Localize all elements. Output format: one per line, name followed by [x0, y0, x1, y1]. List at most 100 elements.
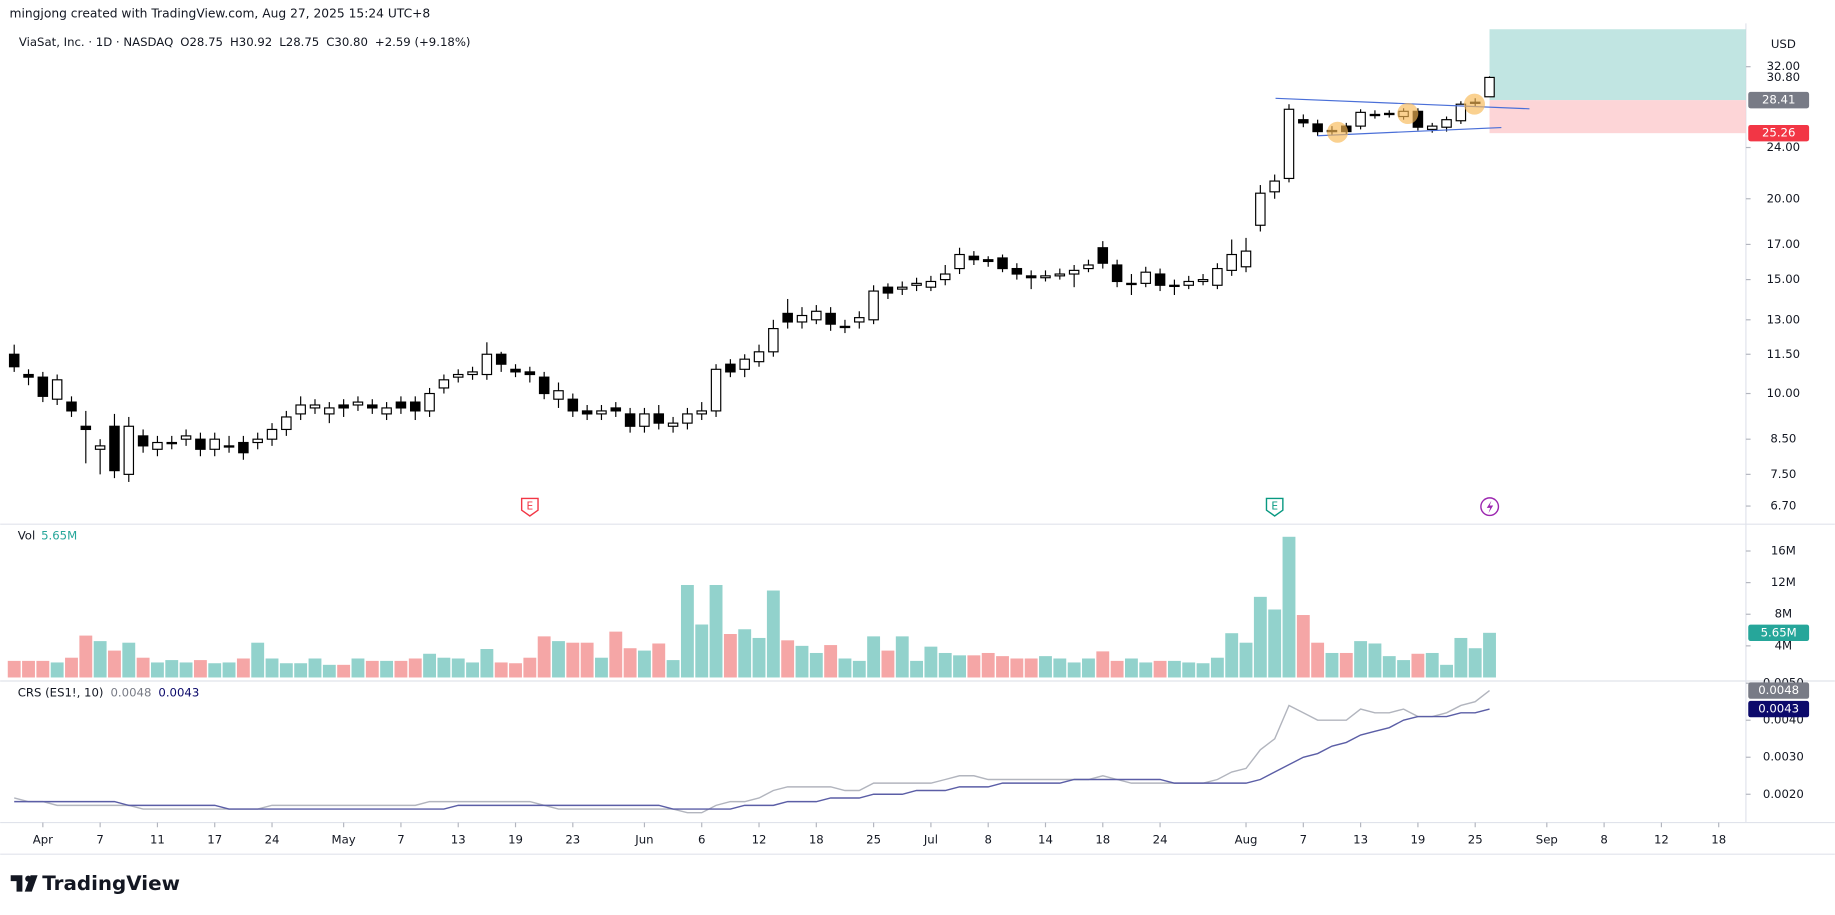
- volume-bar: [222, 662, 236, 678]
- candle-body: [1298, 119, 1309, 124]
- volume-bar: [1124, 658, 1138, 678]
- candle-body: [854, 317, 865, 323]
- candle-body: [868, 290, 879, 321]
- volume-bar: [466, 662, 479, 678]
- candle-body: [968, 255, 980, 261]
- candle-body: [80, 425, 92, 431]
- volume-bar: [867, 636, 881, 678]
- crs-line: [14, 708, 1490, 810]
- volume-bar: [738, 629, 752, 678]
- volume-bar: [552, 641, 565, 678]
- x-tick-label: 23: [565, 833, 580, 847]
- volume-bar: [1210, 657, 1224, 678]
- y-tick-label: 8M: [1775, 607, 1793, 621]
- volume-bar: [1153, 660, 1167, 678]
- candle-body: [195, 438, 206, 450]
- logo-dot: [25, 875, 32, 882]
- volume-bar: [308, 658, 322, 678]
- volume-bar: [208, 663, 222, 678]
- currency: USD: [1771, 37, 1796, 51]
- candle-body: [1441, 119, 1452, 128]
- y-tick-label: 10.00: [1767, 386, 1800, 400]
- change: +2.59 (+9.18%): [375, 35, 471, 49]
- volume-bar: [1225, 633, 1239, 678]
- brand-name: TradingView: [42, 872, 180, 895]
- y-tick-label: 0.0020: [1763, 787, 1804, 801]
- volume-bar: [809, 652, 823, 678]
- candle-body: [166, 441, 178, 445]
- volume-bar: [967, 655, 981, 678]
- earnings-label: E: [1271, 501, 1278, 513]
- volume-bar: [22, 660, 35, 678]
- volume-tag-bg: [1748, 624, 1810, 642]
- candle-body: [682, 413, 693, 424]
- x-tick-label: 19: [508, 833, 523, 847]
- volume-bar: [1339, 652, 1353, 678]
- high: H30.92: [230, 35, 272, 49]
- volume-bar: [1082, 658, 1095, 678]
- credit: mingjong created with TradingView.com, A…: [10, 7, 431, 21]
- volume-bar: [910, 660, 924, 678]
- candle-body: [1312, 123, 1323, 133]
- candle-body: [8, 353, 20, 368]
- volume-bar: [723, 634, 737, 678]
- candle-body: [295, 404, 306, 415]
- candle-body: [1283, 108, 1295, 180]
- volume-bar: [1382, 656, 1396, 678]
- candle-body: [1097, 247, 1109, 264]
- candle-body: [109, 425, 120, 472]
- stop-tag: 25.26: [1762, 126, 1795, 140]
- stop-tag-bg: [1748, 124, 1810, 142]
- volume-bar: [1368, 643, 1382, 678]
- candle-body: [338, 404, 349, 409]
- volume-bar: [165, 660, 179, 678]
- candle-body: [997, 257, 1008, 270]
- volume-bar: [709, 584, 723, 678]
- volume-bar: [294, 663, 308, 678]
- candle-body: [180, 435, 192, 440]
- candle-body: [639, 413, 650, 427]
- volume-bar: [65, 657, 78, 678]
- volume-bar: [924, 646, 938, 678]
- candle-body: [1240, 250, 1252, 268]
- y-tick-label: 16M: [1771, 544, 1796, 558]
- volume-bar: [1110, 660, 1124, 678]
- candle-body: [409, 401, 421, 412]
- candle-body: [66, 401, 77, 412]
- candle-body: [281, 416, 292, 431]
- crs-tag-bg: [1748, 682, 1810, 699]
- volume-bar: [766, 590, 780, 678]
- volume-bar: [795, 645, 809, 678]
- candle-body: [768, 327, 779, 353]
- position-tool: [1489, 29, 1746, 134]
- volume-bar: [279, 663, 293, 678]
- candle-body: [1426, 125, 1438, 130]
- y-tick-label: 15.00: [1767, 272, 1800, 286]
- candle-body: [1169, 284, 1180, 288]
- volume-bar: [852, 660, 866, 678]
- x-tick-label: Jul: [923, 833, 938, 847]
- volume-bar: [1311, 642, 1325, 678]
- entry-tag-bg: [1748, 91, 1810, 109]
- volume-bar: [150, 662, 164, 678]
- volume-bar: [781, 640, 795, 678]
- candle-body: [467, 371, 478, 376]
- y-tick-label: 8.50: [1770, 432, 1796, 446]
- volume-bar: [251, 642, 265, 678]
- volume-bar: [666, 660, 680, 678]
- candle-body: [1255, 192, 1266, 226]
- candle-body: [939, 273, 951, 281]
- x-tick-label: 19: [1410, 833, 1425, 847]
- volume-bar: [609, 631, 623, 678]
- volume-bar: [423, 653, 437, 678]
- candle-body: [209, 438, 220, 450]
- candle-body: [452, 373, 464, 378]
- candle-body: [1269, 180, 1280, 193]
- highlight: [1327, 121, 1349, 143]
- entry-tag: 28.41: [1762, 93, 1795, 107]
- candle-body: [381, 407, 392, 415]
- x-tick-label: 18: [1095, 833, 1110, 847]
- volume-bar: [1425, 652, 1439, 678]
